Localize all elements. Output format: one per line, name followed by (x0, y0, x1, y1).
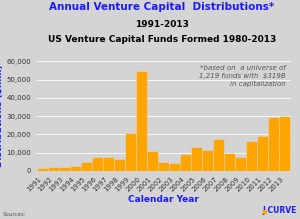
Bar (269, 118, 278, 171)
Text: *based on  a universe of
1,219 funds with  $319B
in capitalization: *based on a universe of 1,219 funds with… (199, 65, 286, 87)
Bar (192, 148, 201, 171)
Bar (61, 168, 69, 171)
Bar (214, 140, 223, 171)
Text: Sources:: Sources: (3, 212, 27, 217)
Bar (170, 164, 178, 171)
Bar (159, 162, 168, 171)
Bar (182, 155, 190, 171)
Bar (71, 167, 80, 171)
Bar (280, 117, 289, 171)
Bar (116, 160, 124, 171)
Bar (93, 158, 102, 171)
Bar (236, 158, 244, 171)
Bar (203, 151, 211, 171)
Text: US Venture Capital Funds Formed 1980-2013: US Venture Capital Funds Formed 1980-201… (48, 35, 276, 44)
Text: Annual Venture Capital  Distributions*: Annual Venture Capital Distributions* (50, 2, 274, 12)
Bar (104, 158, 113, 171)
Bar (126, 134, 135, 171)
Bar (50, 168, 58, 171)
Text: J CURVE: J CURVE (262, 206, 297, 215)
Bar (137, 72, 146, 171)
Bar (148, 152, 157, 171)
Bar (82, 162, 91, 171)
Bar (38, 169, 47, 171)
Text: 1991-2013: 1991-2013 (135, 20, 189, 29)
Bar (258, 137, 266, 171)
Bar (247, 142, 256, 171)
Y-axis label: Distributions ($mill): Distributions ($mill) (0, 65, 4, 168)
Text: ▪: ▪ (261, 206, 267, 215)
Bar (225, 154, 234, 171)
X-axis label: Calendar Year: Calendar Year (128, 195, 199, 204)
